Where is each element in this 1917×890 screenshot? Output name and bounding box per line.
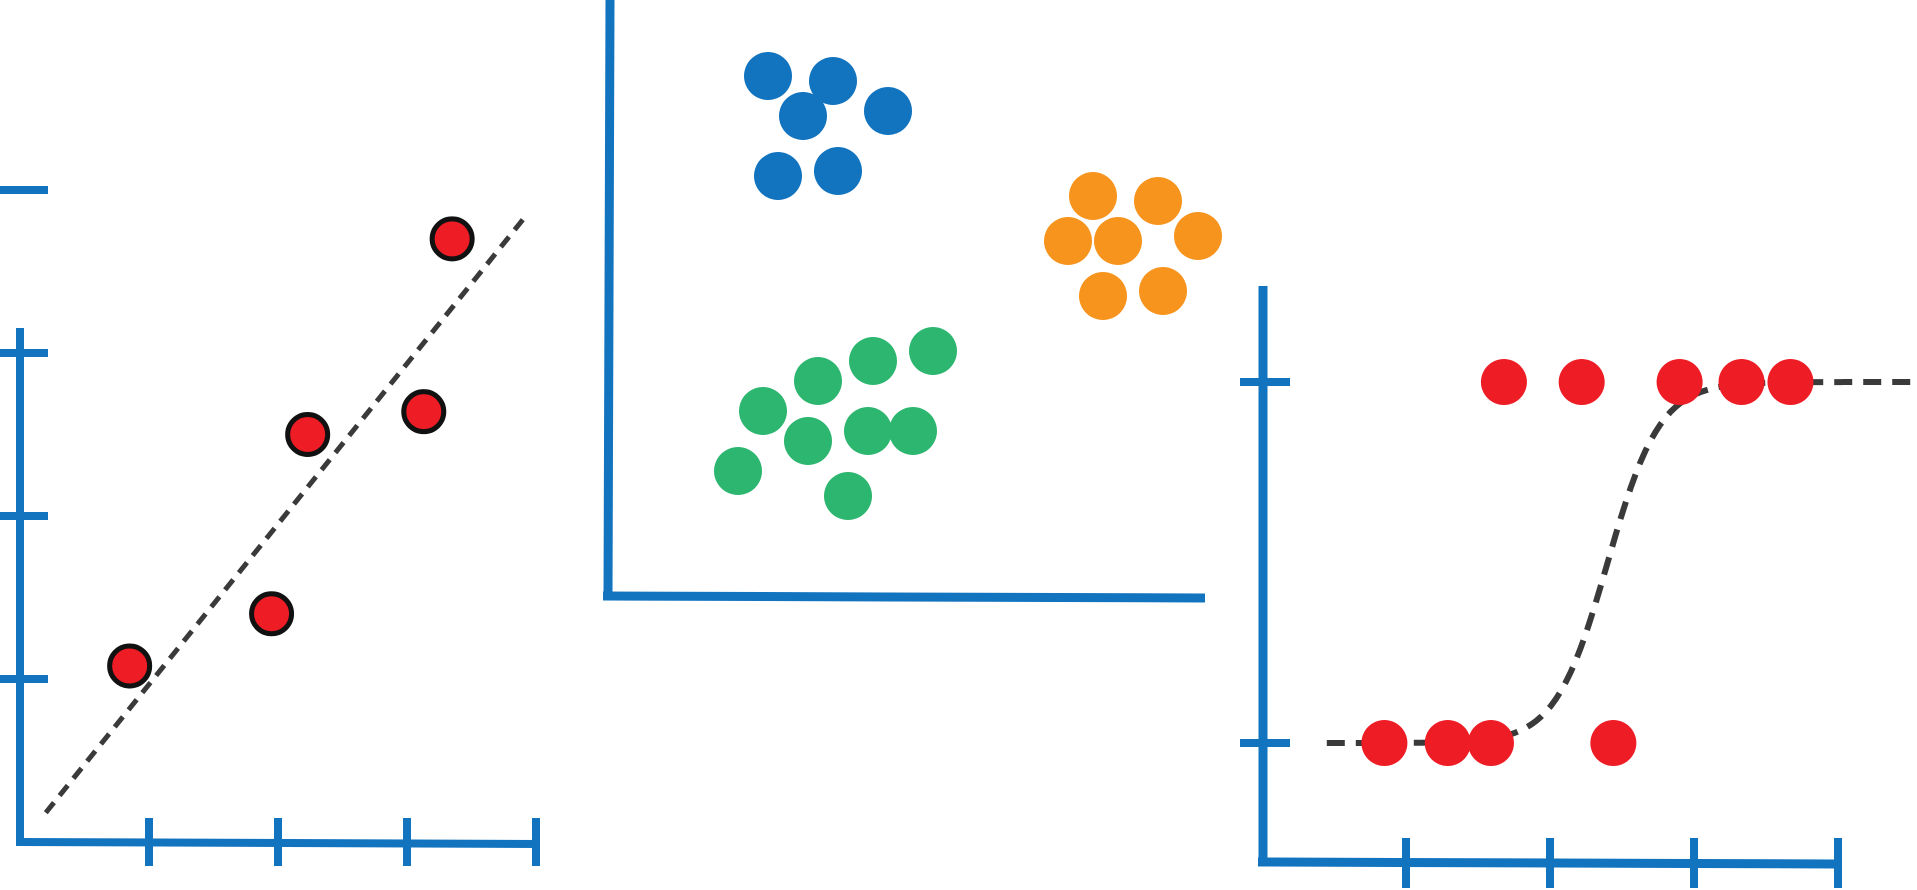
cluster-point-blue xyxy=(864,87,912,135)
data-point xyxy=(1590,720,1637,766)
data-point xyxy=(1424,720,1471,766)
cluster-point-blue xyxy=(809,57,857,105)
regression-line xyxy=(43,217,526,815)
cluster-point-green xyxy=(739,387,787,435)
data-point xyxy=(1467,720,1514,766)
data-point xyxy=(1656,359,1703,405)
data-point xyxy=(429,216,475,262)
cluster-point-green xyxy=(844,407,892,455)
cluster-point-green xyxy=(849,337,897,385)
data-point xyxy=(1361,720,1408,766)
data-point xyxy=(401,389,447,435)
data-point xyxy=(1480,359,1527,405)
clustering-chart xyxy=(602,0,1222,603)
cluster-point-orange xyxy=(1134,177,1182,225)
data-point xyxy=(285,412,331,457)
data-point xyxy=(249,591,295,637)
cluster-point-green xyxy=(784,417,832,465)
cluster-point-orange xyxy=(1069,172,1117,220)
cluster-point-green xyxy=(714,447,762,495)
cluster-point-green xyxy=(794,357,842,405)
cluster-point-orange xyxy=(1139,267,1187,315)
x-axis xyxy=(602,591,1206,603)
cluster-point-green xyxy=(889,407,937,455)
logistic-regression-chart xyxy=(1240,286,1917,888)
cluster-point-blue xyxy=(744,52,792,100)
cluster-point-green xyxy=(909,327,957,375)
cluster-point-blue xyxy=(814,147,862,195)
y-axis xyxy=(603,0,615,597)
cluster-point-orange xyxy=(1174,212,1222,260)
cluster-point-green xyxy=(824,472,872,520)
linear-regression-chart xyxy=(0,186,540,866)
cluster-point-orange xyxy=(1079,272,1127,320)
data-point xyxy=(1718,359,1765,405)
data-point xyxy=(1767,359,1814,405)
data-point xyxy=(107,643,153,689)
cluster-point-orange xyxy=(1094,217,1142,265)
cluster-point-orange xyxy=(1044,217,1092,265)
cluster-point-blue xyxy=(779,92,827,140)
cluster-point-blue xyxy=(754,152,802,200)
data-point xyxy=(1558,359,1605,405)
sigmoid-curve xyxy=(1326,379,1917,746)
